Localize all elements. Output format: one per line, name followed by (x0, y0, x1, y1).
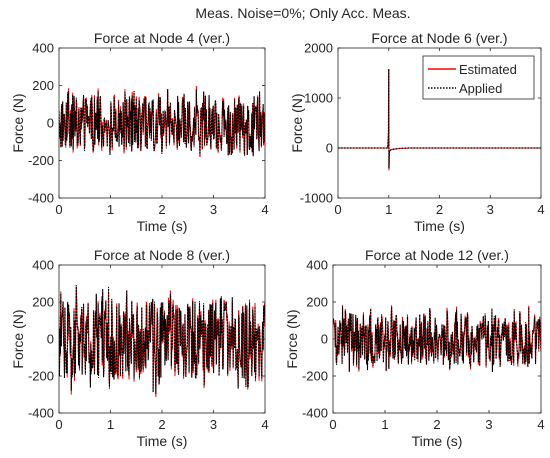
y-tick-label: 400 (32, 41, 54, 56)
plot-area (333, 304, 541, 373)
figure-title: Meas. Noise=0%; Only Acc. Meas. (195, 5, 410, 21)
y-tick-label: 0 (321, 332, 328, 347)
y-tick-label: 0 (47, 332, 54, 347)
plot-area (338, 68, 541, 171)
subplot-title: Force at Node 8 (ver.) (94, 247, 230, 263)
x-tick-label: 0 (55, 202, 62, 217)
x-tick-label: 4 (537, 202, 544, 217)
x-axis-label: Time (s) (412, 433, 463, 449)
x-axis-label: Time (s) (137, 218, 188, 234)
applied-series-line (59, 284, 265, 395)
subplot-1: 0 1 2 3 4 -400 -200 0 200 400 Force at Node 4 (ver… (10, 30, 269, 234)
plot-area (59, 86, 265, 158)
x-tick-label: 3 (487, 202, 494, 217)
y-tick-label: 200 (32, 295, 54, 310)
x-tick-label: 0 (329, 417, 336, 432)
legend: Estimated Applied (422, 55, 535, 100)
applied-series-line (59, 89, 265, 157)
x-tick-label: 4 (537, 417, 544, 432)
y-axis-label: Force (N) (10, 93, 26, 152)
x-tick-label: 1 (385, 202, 392, 217)
y-tick-label: -1000 (300, 191, 333, 206)
plot-area (59, 284, 265, 398)
x-tick-label: 3 (210, 417, 217, 432)
x-tick-label: 0 (55, 417, 62, 432)
applied-series-line (333, 306, 541, 373)
applied-series-line (338, 68, 541, 169)
y-tick-label: 400 (306, 258, 328, 273)
subplot-3: 0 1 2 3 4 -400 -200 0 200 400 Force at Node 8 (ver… (10, 247, 269, 449)
y-axis-label: Force (N) (289, 93, 305, 152)
y-tick-label: -400 (28, 406, 54, 421)
x-tick-label: 2 (158, 417, 165, 432)
y-tick-label: -200 (302, 369, 328, 384)
x-tick-label: 3 (210, 202, 217, 217)
x-axis-label: Time (s) (414, 218, 465, 234)
y-tick-label: -400 (302, 406, 328, 421)
y-tick-label: 0 (326, 141, 333, 156)
y-tick-label: 2000 (304, 41, 333, 56)
x-tick-label: 4 (261, 417, 268, 432)
subplot-4: 0 1 2 3 4 -400 -200 0 200 400 Force at Node 12 (ve… (284, 247, 545, 449)
y-tick-label: -200 (28, 369, 54, 384)
y-tick-label: 200 (306, 295, 328, 310)
subplot-title: Force at Node 4 (ver.) (94, 30, 230, 46)
y-axis-label: Force (N) (284, 309, 300, 368)
y-tick-label: -200 (28, 153, 54, 168)
x-tick-label: 4 (261, 202, 268, 217)
subplot-title: Force at Node 6 (ver.) (371, 30, 507, 46)
y-tick-label: 400 (32, 258, 54, 273)
legend-box (422, 55, 535, 100)
y-tick-label: 0 (47, 116, 54, 131)
x-tick-label: 0 (334, 202, 341, 217)
y-tick-label: 200 (32, 78, 54, 93)
legend-label-estimated: Estimated (459, 62, 517, 77)
x-axis-label: Time (s) (137, 433, 188, 449)
y-tick-label: -400 (28, 191, 54, 206)
subplot-title: Force at Node 12 (ver.) (365, 247, 509, 263)
x-tick-label: 1 (107, 417, 114, 432)
x-tick-label: 2 (436, 202, 443, 217)
y-axis-label: Force (N) (10, 309, 26, 368)
x-tick-label: 3 (485, 417, 492, 432)
y-tick-label: 1000 (304, 91, 333, 106)
x-tick-label: 1 (381, 417, 388, 432)
x-tick-label: 1 (107, 202, 114, 217)
legend-label-applied: Applied (459, 81, 502, 96)
x-tick-label: 2 (433, 417, 440, 432)
x-tick-label: 2 (158, 202, 165, 217)
